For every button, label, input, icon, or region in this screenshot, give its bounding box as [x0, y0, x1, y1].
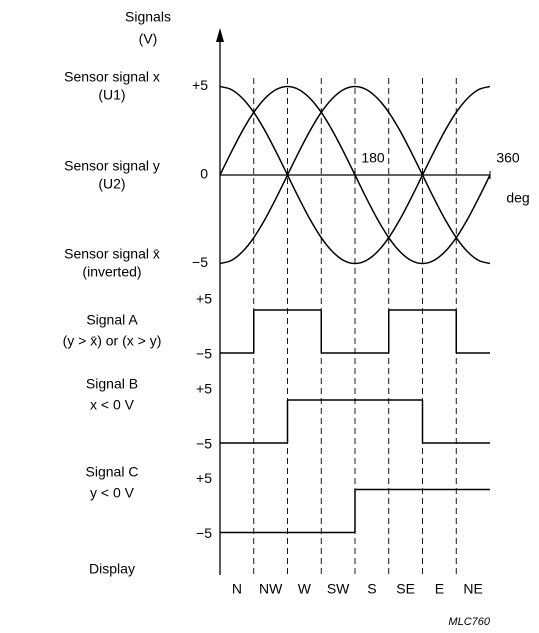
y-axis-label: (V) — [139, 31, 158, 47]
series-sublabel: (U1) — [98, 87, 125, 103]
signal-condition: x < 0 V — [90, 397, 135, 413]
x-tick-label: 360 — [496, 150, 520, 166]
y-tick-label: +5 — [196, 291, 212, 307]
signal-name: Signal B — [86, 376, 138, 392]
sector-label: W — [298, 581, 312, 597]
sector-label: NW — [259, 581, 283, 597]
signal-condition: y < 0 V — [90, 485, 135, 501]
sector-label: S — [367, 581, 376, 597]
axis-arrow — [216, 28, 224, 42]
sector-label: N — [232, 581, 242, 597]
sector-label: E — [435, 581, 444, 597]
sector-label: SE — [396, 581, 415, 597]
x-unit: deg — [506, 190, 529, 206]
sector-label: NE — [463, 581, 482, 597]
signal-condition: (y > x̄) or (x > y) — [63, 333, 162, 349]
y-tick-label: −5 — [196, 346, 212, 362]
y-tick-label: +5 — [192, 77, 208, 93]
series-label: Sensor signal x̄ — [64, 246, 160, 262]
sector-label: SW — [327, 581, 350, 597]
series-sublabel: (U2) — [98, 176, 125, 192]
y-tick-label: −5 — [196, 436, 212, 452]
y-axis-label: Signals — [125, 9, 171, 25]
sensor-curve — [219, 85, 491, 265]
series-sublabel: (inverted) — [82, 264, 141, 280]
display-label: Display — [89, 561, 135, 577]
series-label: Sensor signal y — [64, 158, 160, 174]
sensor-curve — [219, 85, 491, 265]
signal-name: Signal C — [86, 464, 139, 480]
y-tick-label: 0 — [200, 166, 208, 182]
y-tick-label: −5 — [196, 525, 212, 541]
y-tick-label: +5 — [196, 470, 212, 486]
x-tick-label: 180 — [361, 150, 385, 166]
signal-name: Signal A — [86, 312, 138, 328]
sensor-curve — [219, 85, 491, 265]
y-tick-label: +5 — [196, 381, 212, 397]
y-tick-label: −5 — [192, 254, 208, 270]
figure-id: MLC760 — [448, 616, 490, 628]
series-label: Sensor signal x — [64, 69, 160, 85]
